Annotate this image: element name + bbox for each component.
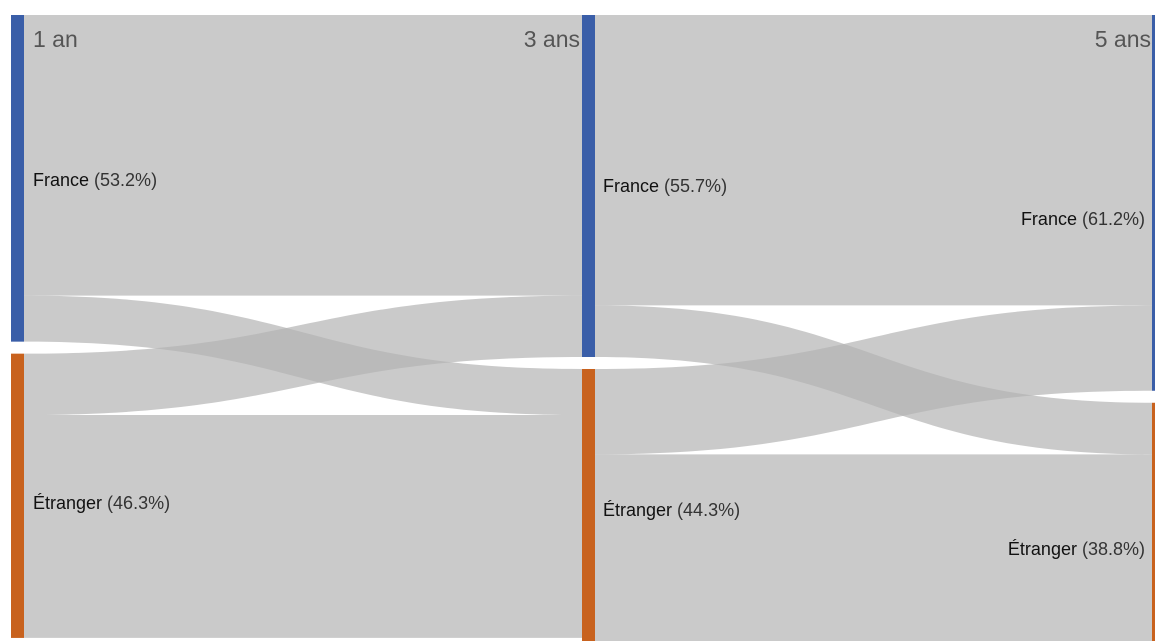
node-name: Étranger — [603, 500, 677, 520]
sankey-node-labels: France (53.2%) Étranger (46.3%) France (55… — [33, 170, 1145, 559]
node-bar-france-stage-0 — [11, 15, 24, 342]
node-bar-etranger-stage-0 — [11, 353, 24, 638]
node-percentage: (38.8%) — [1082, 539, 1145, 559]
link-france-1-to-france-2 — [595, 15, 1152, 306]
node-name: Étranger — [33, 493, 107, 513]
node-bar-etranger-stage-2 — [1152, 402, 1155, 641]
node-bar-france-stage-1 — [582, 15, 595, 357]
node-label-etranger-stage-1: Étranger (44.3%) — [603, 500, 740, 520]
link-france-0-to-france-1 — [24, 15, 582, 296]
node-bar-etranger-stage-1 — [582, 368, 595, 641]
node-label-france-stage-2: France (61.2%) — [1021, 209, 1145, 229]
node-name: France — [33, 170, 94, 190]
node-percentage: (55.7%) — [664, 176, 727, 196]
node-percentage: (46.3%) — [107, 493, 170, 513]
node-label-france-stage-0: France (53.2%) — [33, 170, 157, 190]
node-percentage: (53.2%) — [94, 170, 157, 190]
node-bar-france-stage-2 — [1152, 15, 1155, 391]
node-label-france-stage-1: France (55.7%) — [603, 176, 727, 196]
node-percentage: (61.2%) — [1082, 209, 1145, 229]
link-etranger-0-to-etranger-1 — [24, 415, 582, 638]
node-percentage: (44.3%) — [677, 500, 740, 520]
sankey-links — [24, 15, 1152, 641]
node-name: France — [1021, 209, 1082, 229]
link-etranger-0-to-france-1 — [24, 295, 582, 416]
stage-label-5-ans: 5 ans — [1095, 26, 1151, 52]
stage-label-1-an: 1 an — [33, 26, 78, 52]
node-name: Étranger — [1008, 539, 1082, 559]
link-etranger-1-to-etranger-2 — [595, 454, 1152, 641]
sankey-nodes — [11, 15, 1155, 641]
node-label-etranger-stage-0: Étranger (46.3%) — [33, 493, 170, 513]
link-etranger-1-to-france-2 — [595, 305, 1152, 455]
node-label-etranger-stage-2: Étranger (38.8%) — [1008, 539, 1145, 559]
stage-label-3-ans: 3 ans — [524, 26, 580, 52]
node-name: France — [603, 176, 664, 196]
